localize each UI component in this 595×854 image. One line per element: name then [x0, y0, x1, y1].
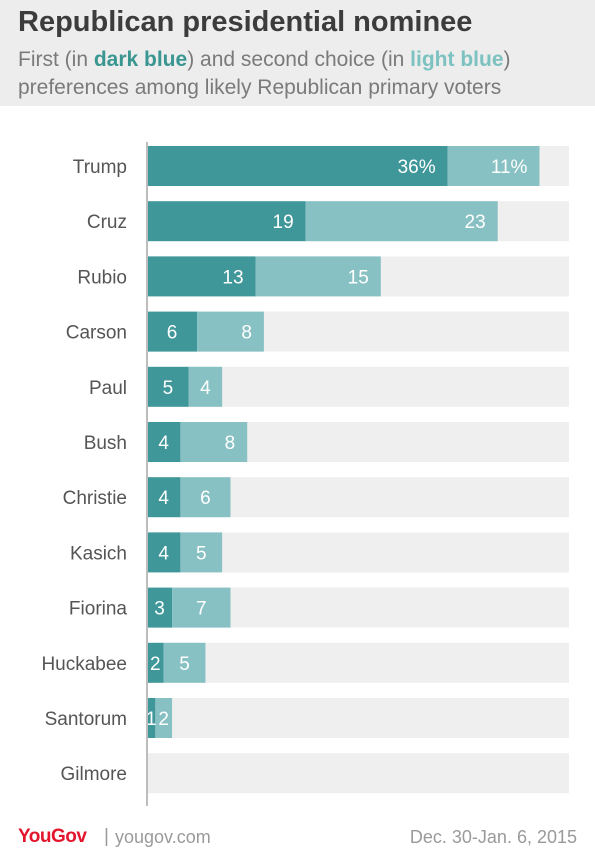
- bar-first-choice: [147, 642, 164, 683]
- category-label: Bush: [84, 433, 127, 454]
- bar-value-label-second: 8: [225, 433, 236, 454]
- bar-first-choice: [147, 201, 306, 242]
- bar-first-choice: [147, 587, 173, 628]
- footer-site-link[interactable]: yougov.com: [115, 827, 211, 847]
- bar-track: [147, 642, 569, 683]
- bar-value-label-second: 15: [348, 267, 369, 288]
- category-label: Rubio: [77, 267, 127, 288]
- bar-value-label-second: 2: [158, 709, 169, 730]
- bar-value-label-second: 5: [179, 654, 190, 675]
- bar-second-choice: [180, 422, 248, 462]
- bar-second-choice: [305, 201, 498, 242]
- bar-first-choice: [147, 366, 189, 407]
- bar-first-choice: [147, 532, 181, 573]
- chart-subtitle: First (in dark blue) and second choice (…: [18, 46, 511, 102]
- yougov-logo: YouGov: [18, 826, 87, 847]
- bar-value-label-first: 6: [167, 323, 178, 344]
- category-label: Huckabee: [41, 654, 127, 675]
- category-label: Christie: [63, 488, 127, 509]
- bar-value-label-second: 4: [200, 378, 211, 399]
- bar-track: [147, 753, 569, 794]
- footer-date: Dec. 30-Jan. 6, 2015: [409, 827, 577, 847]
- category-label: Paul: [89, 378, 127, 399]
- subtitle-post: ): [503, 48, 511, 71]
- subtitle-mid: ) and second choice (in: [187, 48, 411, 71]
- bar-first-choice: [147, 311, 198, 352]
- bar-second-choice: [155, 698, 173, 738]
- bar-value-label-second: 8: [241, 323, 252, 344]
- bar-second-choice: [188, 366, 223, 407]
- subtitle-pre: First (in: [18, 48, 94, 71]
- bar-value-label-first: 4: [158, 488, 169, 509]
- subtitle-dark-blue: dark blue: [93, 48, 188, 71]
- category-label: Trump: [73, 157, 127, 178]
- bar-second-choice: [180, 532, 223, 573]
- bar-value-label-second: 23: [465, 212, 486, 233]
- category-label: Gilmore: [60, 764, 127, 785]
- bar-value-label-first: 1: [146, 709, 157, 730]
- bar-value-label-first: 2: [150, 654, 161, 675]
- bar-value-label-first: 13: [222, 267, 243, 288]
- bar-value-label-first: 19: [273, 212, 294, 233]
- bar-value-label-second: 5: [196, 543, 207, 564]
- bar-track: [147, 698, 569, 738]
- bar-value-label-first: 5: [163, 378, 174, 399]
- footer-separator: |: [104, 826, 109, 847]
- subtitle-line-2: preferences among likely Republican prim…: [18, 76, 502, 99]
- bar-second-choice: [163, 642, 206, 683]
- bar-second-choice: [447, 146, 540, 186]
- category-label: Cruz: [87, 212, 127, 233]
- bar-first-choice: [147, 698, 156, 738]
- category-label: Santorum: [45, 709, 127, 730]
- bar-first-choice: [147, 256, 256, 297]
- category-label: Fiorina: [69, 599, 128, 620]
- bar-value-label-first: 36%: [398, 157, 436, 178]
- chart-header: Republican presidential nominee First (i…: [0, 0, 595, 106]
- bar-value-label-first: 4: [158, 543, 169, 564]
- bar-value-label-first: 4: [158, 433, 169, 454]
- category-label: Kasich: [70, 543, 127, 564]
- bar-first-choice: [147, 477, 181, 518]
- bar-first-choice: [147, 146, 448, 186]
- bar-second-choice: [197, 311, 264, 352]
- subtitle-line-1: First (in dark blue) and second choice (…: [18, 46, 511, 74]
- subtitle-light-blue: light blue: [410, 48, 504, 71]
- chart-title: Republican presidential nominee: [18, 6, 473, 38]
- bar-second-choice: [180, 477, 231, 518]
- category-label: Carson: [66, 323, 127, 344]
- bar-value-label-second: 7: [196, 599, 207, 620]
- bar-value-label-second: 6: [200, 488, 211, 509]
- bar-value-label-first: 3: [154, 599, 165, 620]
- bar-first-choice: [147, 422, 181, 462]
- bar-value-label-second: 11%: [491, 157, 528, 178]
- bar-second-choice: [255, 256, 381, 297]
- bar-second-choice: [172, 587, 231, 628]
